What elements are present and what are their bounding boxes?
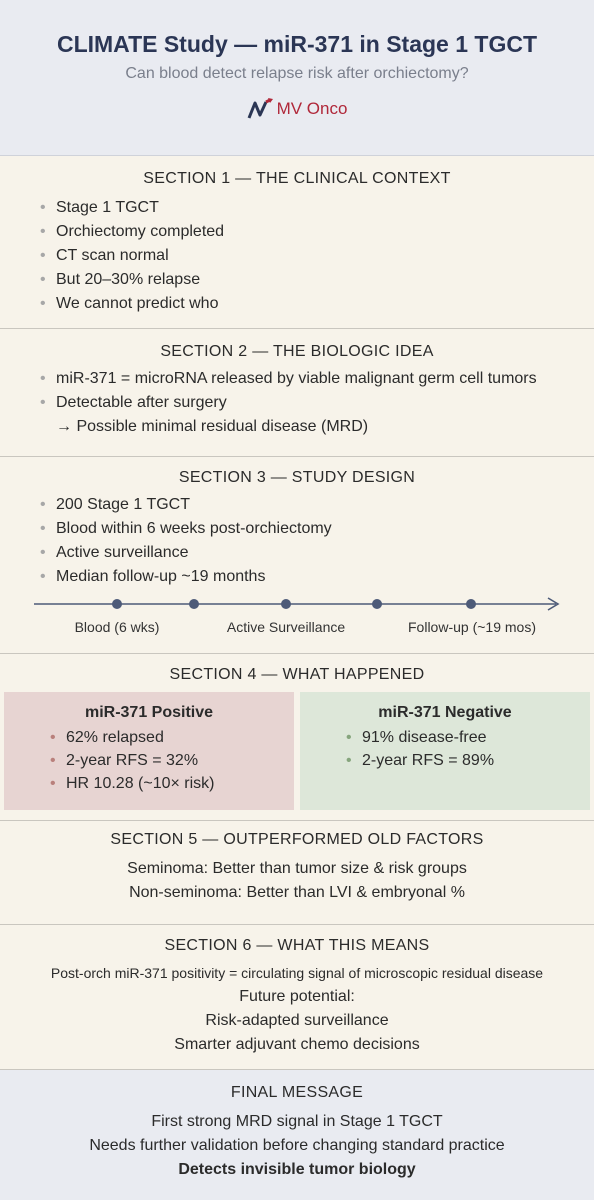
section-title: SECTION 6 — WHAT THIS MEANS (164, 937, 430, 954)
bullet-list: Stage 1 TGCT Orchiectomy completed CT sc… (0, 196, 594, 316)
brand-name: MV Onco (276, 99, 348, 118)
timeline-dot (281, 599, 291, 609)
section-what-happened: SECTION 4 — WHAT HAPPENED miR-371 Positi… (0, 654, 594, 821)
final-bold-line: Detects invisible tumor biology (178, 1161, 416, 1178)
timeline-dot (372, 599, 382, 609)
bullet-list: 62% relapsed 2-year RFS = 32% HR 10.28 (… (4, 726, 294, 795)
list-item: 2-year RFS = 32% (50, 749, 294, 772)
list-item: miR-371 = microRNA released by viable ma… (40, 367, 594, 391)
mrd-arrow-line: → Possible minimal residual disease (MRD… (56, 418, 369, 435)
timeline-dot (112, 599, 122, 609)
timeline-labels: Blood (6 wks) Active Surveillance Follow… (0, 619, 594, 639)
section-title: SECTION 5 — OUTPERFORMED OLD FACTORS (110, 831, 484, 848)
list-item: Active surveillance (40, 541, 594, 565)
negative-card: miR-371 Negative 91% disease-free 2-year… (300, 692, 590, 810)
list-item: CT scan normal (40, 244, 594, 268)
page-title: CLIMATE Study — miR-371 in Stage 1 TGCT (56, 31, 538, 57)
list-item: 91% disease-free (346, 726, 590, 749)
final-message: FINAL MESSAGE First strong MRD signal in… (0, 1070, 594, 1200)
list-item: We cannot predict who (40, 292, 594, 316)
mv-logo-icon (247, 98, 273, 119)
timeline-label: Follow-up (~19 mos) (408, 619, 536, 635)
potential-line: Risk-adapted surveillance (205, 1012, 389, 1029)
section-what-this-means: SECTION 6 — WHAT THIS MEANS Post-orch mi… (0, 925, 594, 1070)
section-title: SECTION 4 — WHAT HAPPENED (169, 666, 425, 683)
final-line: First strong MRD signal in Stage 1 TGCT (151, 1113, 443, 1130)
timeline-dot (466, 599, 476, 609)
section-clinical-context: SECTION 1 — THE CLINICAL CONTEXT Stage 1… (0, 156, 594, 329)
list-item: 2-year RFS = 89% (346, 749, 590, 772)
list-item: Orchiectomy completed (40, 220, 594, 244)
list-item: 62% relapsed (50, 726, 294, 749)
bullet-list: miR-371 = microRNA released by viable ma… (0, 367, 594, 415)
timeline-axis (34, 597, 560, 611)
timeline-dot (189, 599, 199, 609)
potential-line: Smarter adjuvant chemo decisions (174, 1036, 420, 1053)
list-item: Stage 1 TGCT (40, 196, 594, 220)
section-title: SECTION 2 — THE BIOLOGIC IDEA (160, 343, 434, 360)
final-line: Needs further validation before changing… (89, 1137, 505, 1154)
section-study-design: SECTION 3 — STUDY DESIGN 200 Stage 1 TGC… (0, 457, 594, 654)
card-title: miR-371 Negative (378, 704, 512, 721)
positive-card: miR-371 Positive 62% relapsed 2-year RFS… (4, 692, 294, 810)
list-item: 200 Stage 1 TGCT (40, 493, 594, 517)
section-old-factors: SECTION 5 — OUTPERFORMED OLD FACTORS Sem… (0, 821, 594, 925)
comparison-line: Seminoma: Better than tumor size & risk … (127, 860, 467, 877)
section-biologic-idea: SECTION 2 — THE BIOLOGIC IDEA miR-371 = … (0, 329, 594, 457)
header: CLIMATE Study — miR-371 in Stage 1 TGCT … (0, 0, 594, 156)
brand-logo: MV Onco (0, 98, 594, 120)
bullet-list: 91% disease-free 2-year RFS = 89% (300, 726, 590, 772)
timeline-label: Blood (6 wks) (74, 619, 160, 635)
list-item: Median follow-up ~19 months (40, 565, 594, 589)
card-title: miR-371 Positive (84, 704, 214, 721)
section-title: SECTION 1 — THE CLINICAL CONTEXT (143, 170, 451, 187)
outcome-cards: miR-371 Positive 62% relapsed 2-year RFS… (0, 692, 594, 810)
comparison-line: Non-seminoma: Better than LVI & embryona… (129, 884, 465, 901)
list-item: But 20–30% relapse (40, 268, 594, 292)
lead-line: Post-orch miR-371 positivity = circulati… (50, 965, 544, 981)
potential-heading: Future potential: (239, 988, 355, 1005)
timeline-label: Active Surveillance (226, 619, 346, 635)
page-subtitle: Can blood detect relapse risk after orch… (125, 65, 469, 82)
list-item: HR 10.28 (~10× risk) (50, 772, 294, 795)
section-title: FINAL MESSAGE (230, 1084, 364, 1101)
bullet-list: 200 Stage 1 TGCT Blood within 6 weeks po… (0, 493, 594, 589)
list-item: Detectable after surgery (40, 391, 594, 415)
list-item: Blood within 6 weeks post-orchiectomy (40, 517, 594, 541)
section-title: SECTION 3 — STUDY DESIGN (178, 469, 416, 486)
